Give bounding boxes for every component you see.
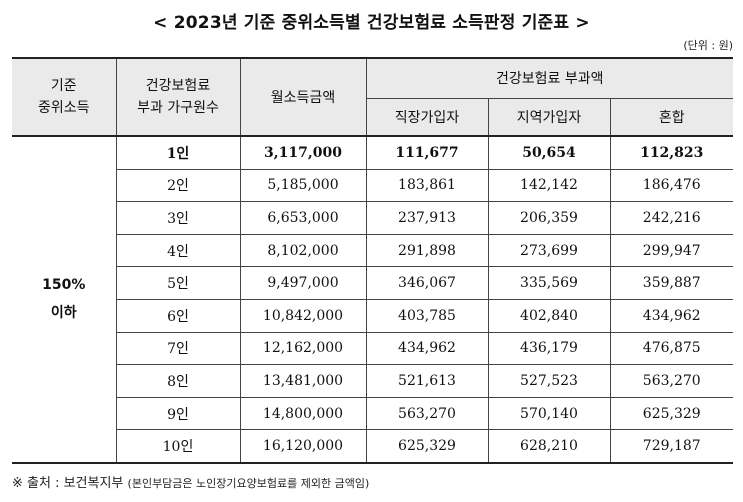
table-cell: 434,962 bbox=[365, 331, 489, 366]
table-cell: 527,523 bbox=[487, 364, 611, 398]
table-cell: 16,120,000 bbox=[239, 429, 367, 464]
table-cell: 206,359 bbox=[487, 201, 611, 235]
table-cell: 7인 bbox=[115, 331, 241, 366]
header-employee: 직장가입자 bbox=[365, 97, 489, 137]
table-cell: 359,887 bbox=[609, 266, 733, 300]
table-cell: 335,569 bbox=[487, 266, 611, 300]
group-label: 150% 이하 bbox=[12, 135, 117, 464]
table-row: 4인 8,102,000 291,898 273,699 299,947 bbox=[12, 233, 733, 268]
table-cell: 291,898 bbox=[365, 233, 489, 268]
table-cell: 8,102,000 bbox=[239, 233, 367, 268]
table-cell: 476,875 bbox=[609, 331, 733, 366]
header-household-size: 건강보험료 부과 가구원수 bbox=[115, 57, 241, 137]
table-cell: 402,840 bbox=[487, 298, 611, 333]
table-row: 3인 6,653,000 237,913 206,359 242,216 bbox=[12, 201, 733, 235]
source-note: ※ 출처 : 보건복지부 (본인부담금은 노인장기요양보험료를 제외한 금액임) bbox=[12, 472, 369, 491]
table-cell: 112,823 bbox=[609, 134, 733, 170]
income-table: 기준 중위소득 건강보험료 부과 가구원수 월소득금액 건강보험료 부과액 직장… bbox=[12, 57, 733, 464]
table-cell: 2인 bbox=[115, 168, 241, 203]
table-cell: 14,800,000 bbox=[239, 396, 367, 431]
table-cell: 142,142 bbox=[487, 168, 611, 203]
table-row: 9인 14,800,000 563,270 570,140 625,329 bbox=[12, 396, 733, 431]
table-cell: 5인 bbox=[115, 266, 241, 300]
table-row: 6인 10,842,000 403,785 402,840 434,962 bbox=[12, 298, 733, 333]
table-cell: 346,067 bbox=[365, 266, 489, 300]
table-cell: 625,329 bbox=[365, 429, 489, 464]
source-main: ※ 출처 : 보건복지부 bbox=[12, 476, 124, 491]
table-row: 10인 16,120,000 625,329 628,210 729,187 bbox=[12, 429, 733, 464]
page-title: < 2023년 기준 중위소득별 건강보험료 소득판정 기준표 > bbox=[153, 13, 590, 33]
table-cell: 729,187 bbox=[609, 429, 733, 464]
table-cell: 434,962 bbox=[609, 298, 733, 333]
table-cell: 9인 bbox=[115, 396, 241, 431]
table-cell: 521,613 bbox=[365, 364, 489, 398]
table-row: 7인 12,162,000 434,962 436,179 476,875 bbox=[12, 331, 733, 366]
table-cell: 563,270 bbox=[609, 364, 733, 398]
unit-label: (단위 : 원) bbox=[683, 39, 733, 52]
table-cell: 3,117,000 bbox=[239, 134, 367, 170]
table-cell: 6인 bbox=[115, 298, 241, 333]
header-monthly-income: 월소득금액 bbox=[239, 57, 367, 137]
table-cell: 273,699 bbox=[487, 233, 611, 268]
table-cell: 3인 bbox=[115, 201, 241, 235]
table-cell: 1인 bbox=[115, 134, 241, 170]
table-row: 150% 이하 1인 3,117,000 111,677 50,654 112,823 bbox=[12, 134, 733, 464]
table-cell: 8인 bbox=[115, 364, 241, 398]
table-cell: 111,677 bbox=[365, 134, 489, 170]
table-cell: 10인 bbox=[115, 429, 241, 464]
table-cell: 50,654 bbox=[487, 134, 611, 170]
header-premium-group: 건강보험료 부과액 bbox=[365, 57, 733, 99]
table-cell: 436,179 bbox=[487, 331, 611, 366]
table-cell: 9,497,000 bbox=[239, 266, 367, 300]
table-cell: 183,861 bbox=[365, 168, 489, 203]
table-cell: 13,481,000 bbox=[239, 364, 367, 398]
table-cell: 628,210 bbox=[487, 429, 611, 464]
table-cell: 242,216 bbox=[609, 201, 733, 235]
table-cell: 6,653,000 bbox=[239, 201, 367, 235]
table-cell: 570,140 bbox=[487, 396, 611, 431]
header-mixed: 혼합 bbox=[609, 97, 733, 137]
source-detail: (본인부담금은 노인장기요양보험료를 제외한 금액임) bbox=[127, 477, 370, 490]
table-row: 2인 5,185,000 183,861 142,142 186,476 bbox=[12, 168, 733, 203]
table-cell: 237,913 bbox=[365, 201, 489, 235]
table-cell: 186,476 bbox=[609, 168, 733, 203]
table-cell: 10,842,000 bbox=[239, 298, 367, 333]
table-cell: 403,785 bbox=[365, 298, 489, 333]
header-regional: 지역가입자 bbox=[487, 97, 611, 137]
table-cell: 12,162,000 bbox=[239, 331, 367, 366]
table-cell: 299,947 bbox=[609, 233, 733, 268]
table-cell: 625,329 bbox=[609, 396, 733, 431]
table-cell: 5,185,000 bbox=[239, 168, 367, 203]
header-median-income: 기준 중위소득 bbox=[12, 57, 117, 137]
table-cell: 563,270 bbox=[365, 396, 489, 431]
table-cell: 4인 bbox=[115, 233, 241, 268]
table-row: 5인 9,497,000 346,067 335,569 359,887 bbox=[12, 266, 733, 300]
table-row: 8인 13,481,000 521,613 527,523 563,270 bbox=[12, 364, 733, 398]
